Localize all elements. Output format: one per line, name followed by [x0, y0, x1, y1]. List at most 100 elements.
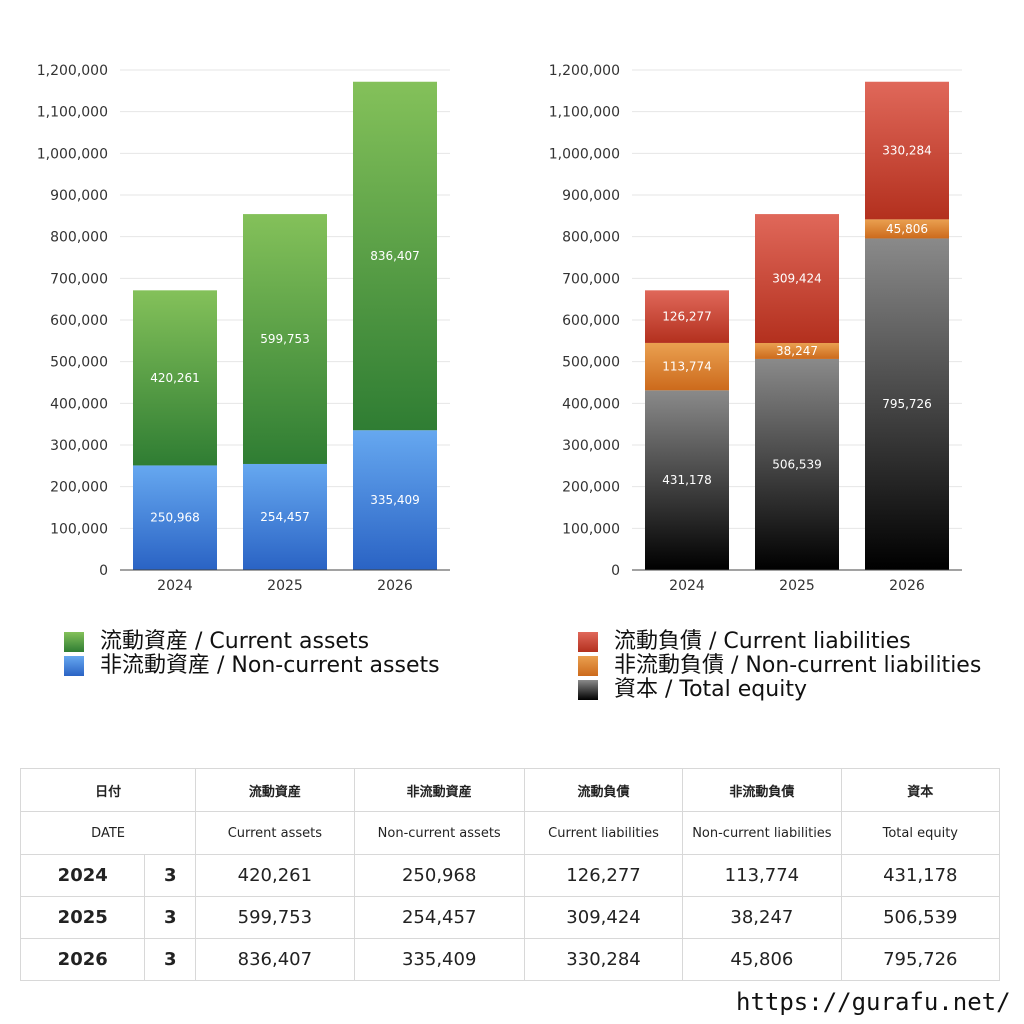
y-tick-label: 100,000 — [562, 521, 620, 537]
bar-data-label: 506,539 — [772, 457, 822, 471]
x-tick-label: 2026 — [889, 578, 925, 594]
bar-segment — [865, 81, 949, 220]
cell-total-equity: 795,726 — [840, 938, 1001, 981]
y-tick-label: 800,000 — [562, 230, 620, 246]
y-tick-label: 100,000 — [50, 521, 108, 537]
legend-swatch — [578, 656, 598, 676]
bar-segment — [755, 343, 839, 359]
bar-data-label: 420,261 — [150, 371, 200, 385]
y-tick-label: 600,000 — [562, 313, 620, 329]
bar-data-label: 795,726 — [882, 397, 932, 411]
x-tick-label: 2025 — [779, 578, 815, 594]
row-year: 2025 — [19, 896, 146, 939]
bar-segment — [865, 219, 949, 239]
legend-label: 流動資産 / Current assets — [100, 629, 370, 654]
header-total-equity-en: Total equity — [840, 811, 1001, 855]
legend-item-non-current-assets: 非流動資産 / Non-current assets — [64, 654, 440, 678]
bar-data-label: 836,407 — [370, 249, 420, 263]
y-tick-label: 700,000 — [562, 271, 620, 287]
bar-segment — [645, 390, 729, 570]
footer-url[interactable]: https://gurafu.net/ — [736, 988, 1011, 1016]
bar-data-label: 38,247 — [776, 344, 818, 358]
y-tick-label: 300,000 — [562, 438, 620, 454]
liabilities-legend: 流動負債 / Current liabilities 非流動負債 / Non-c… — [578, 630, 981, 702]
y-tick-label: 300,000 — [50, 438, 108, 454]
y-tick-label: 1,000,000 — [549, 146, 620, 162]
y-tick-label: 400,000 — [562, 396, 620, 412]
bar-data-label: 309,424 — [772, 272, 822, 286]
header-current-liabilities-en: Current liabilities — [523, 811, 684, 855]
y-tick-label: 900,000 — [562, 188, 620, 204]
bar-segment — [133, 290, 217, 466]
y-tick-label: 400,000 — [50, 396, 108, 412]
bar-data-label: 126,277 — [662, 310, 712, 324]
y-tick-label: 1,200,000 — [37, 63, 108, 79]
x-tick-label: 2024 — [669, 578, 705, 594]
legend-item-non-current-liabilities: 非流動負債 / Non-current liabilities — [578, 654, 981, 678]
y-tick-label: 200,000 — [50, 480, 108, 496]
y-tick-label: 0 — [611, 563, 620, 579]
header-current-liabilities-jp: 流動負債 — [523, 768, 684, 812]
y-tick-label: 200,000 — [562, 480, 620, 496]
y-tick-label: 1,100,000 — [549, 105, 620, 121]
bar-segment — [865, 238, 949, 570]
y-tick-label: 500,000 — [562, 355, 620, 371]
bar-segment — [755, 214, 839, 344]
table-row: 2025 3 599,753 254,457 309,424 38,247 50… — [19, 896, 1001, 939]
table-row: 2024 3 420,261 250,968 126,277 113,774 4… — [19, 854, 1001, 897]
x-tick-label: 2026 — [377, 578, 413, 594]
assets-chart: 0 100,000 200,000 300,000 400,000 500,000 600,… — [37, 63, 450, 594]
cell-non-current-liabilities: 38,247 — [682, 896, 842, 939]
cell-non-current-liabilities: 45,806 — [682, 938, 842, 981]
cell-total-equity: 506,539 — [840, 896, 1001, 939]
header-total-equity-jp: 資本 — [840, 768, 1001, 812]
y-tick-label: 700,000 — [50, 271, 108, 287]
header-non-current-liabilities-jp: 非流動負債 — [682, 768, 842, 812]
bar-data-label: 113,774 — [662, 360, 712, 374]
bar-segment — [353, 81, 437, 431]
legend-label: 資本 / Total equity — [614, 677, 807, 702]
table-row: 2026 3 836,407 335,409 330,284 45,806 79… — [19, 938, 1001, 981]
bar-segment — [353, 430, 437, 570]
y-tick-label: 1,200,000 — [549, 63, 620, 79]
bar-data-label: 431,178 — [662, 473, 712, 487]
legend-swatch — [578, 632, 598, 652]
bar-segment — [645, 290, 729, 343]
cell-current-assets: 420,261 — [195, 854, 355, 897]
legend-item-total-equity: 資本 / Total equity — [578, 678, 981, 702]
cell-current-liabilities: 126,277 — [523, 854, 684, 897]
y-tick-label: 500,000 — [50, 355, 108, 371]
legend-label: 非流動資産 / Non-current assets — [100, 653, 440, 678]
bar-data-label: 335,409 — [370, 493, 420, 507]
legend-item-current-assets: 流動資産 / Current assets — [64, 630, 440, 654]
y-tick-label: 600,000 — [50, 313, 108, 329]
cell-total-equity: 431,178 — [840, 854, 1001, 897]
cell-non-current-assets: 335,409 — [353, 938, 525, 981]
header-current-assets-jp: 流動資産 — [195, 768, 355, 812]
legend-label: 非流動負債 / Non-current liabilities — [614, 653, 982, 678]
cell-current-liabilities: 330,284 — [523, 938, 684, 981]
header-date-jp: 日付 — [19, 768, 197, 812]
header-non-current-liabilities-en: Non-current liabilities — [682, 811, 842, 855]
bar-data-label: 330,284 — [882, 144, 932, 158]
bar-data-label: 250,968 — [150, 511, 200, 525]
bar-data-label: 599,753 — [260, 332, 310, 346]
bar-segment — [755, 358, 839, 570]
legend-swatch — [64, 656, 84, 676]
header-non-current-assets-jp: 非流動資産 — [353, 768, 525, 812]
cell-non-current-liabilities: 113,774 — [682, 854, 842, 897]
cell-non-current-assets: 250,968 — [353, 854, 525, 897]
x-tick-label: 2024 — [157, 578, 193, 594]
header-current-assets-en: Current assets — [195, 811, 355, 855]
row-count: 3 — [144, 938, 197, 981]
y-tick-label: 1,000,000 — [37, 146, 108, 162]
bar-segment — [243, 463, 327, 570]
cell-current-assets: 836,407 — [195, 938, 355, 981]
legend-label: 流動負債 / Current liabilities — [614, 629, 911, 654]
bar-segment — [645, 342, 729, 391]
x-tick-label: 2025 — [267, 578, 303, 594]
assets-legend: 流動資産 / Current assets 非流動資産 / Non-curren… — [64, 630, 440, 678]
y-tick-label: 0 — [99, 563, 108, 579]
bar-segment — [133, 465, 217, 570]
table-header-en: DATE Current assets Non-current assets C… — [19, 811, 1001, 855]
